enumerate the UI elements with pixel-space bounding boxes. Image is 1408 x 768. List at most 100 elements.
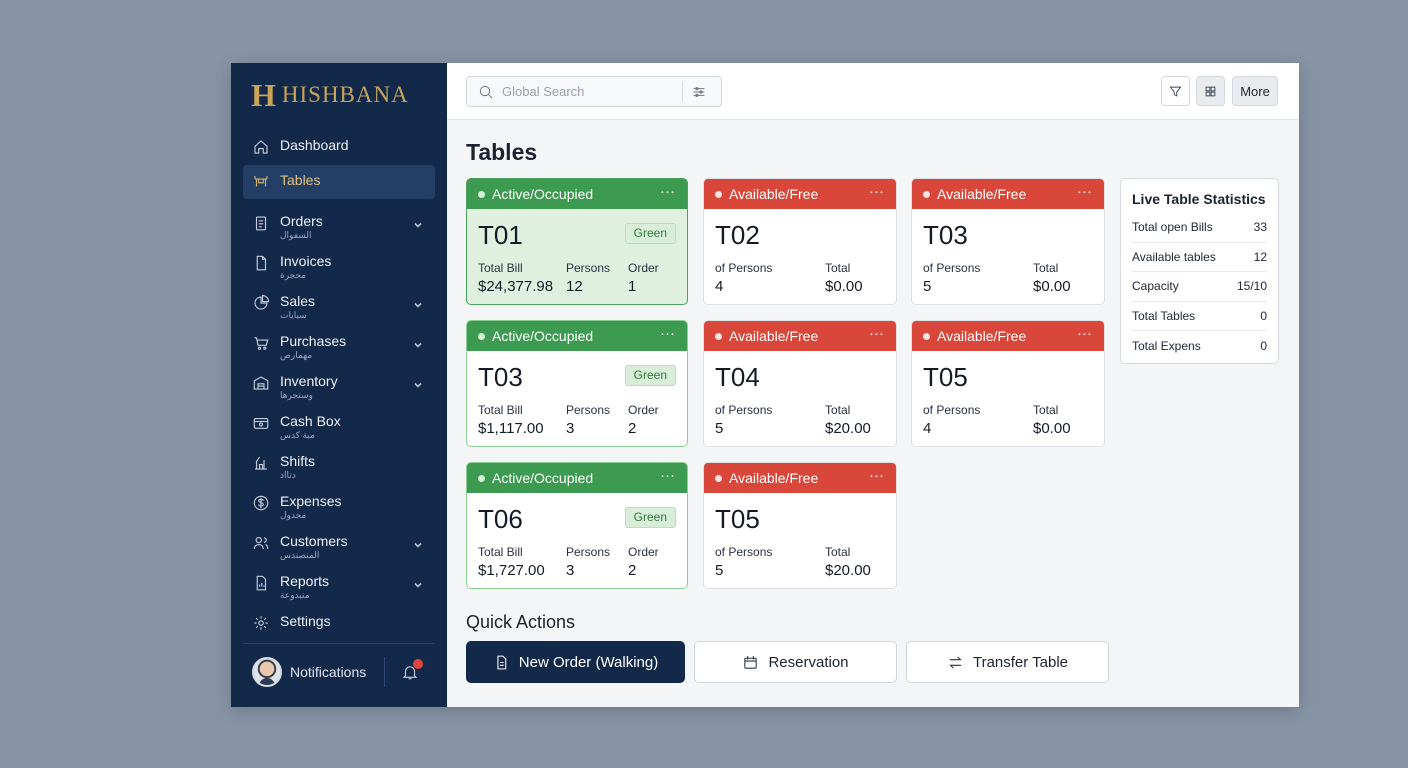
chevron-down-icon[interactable] — [413, 577, 423, 588]
table-card[interactable]: Available/Free ··· T05 of Persons 5 Total $20.… — [703, 462, 897, 589]
grid-view-button[interactable] — [1196, 76, 1225, 106]
stat-value: $1,117.00 — [478, 420, 544, 437]
search-input[interactable] — [502, 84, 682, 99]
chevron-down-icon[interactable] — [413, 537, 423, 548]
table-card[interactable]: Active/Occupied ··· T01 Green Total Bill $24,… — [466, 178, 688, 305]
stat-value: $0.00 — [825, 278, 863, 295]
table-id: T05 — [715, 504, 760, 534]
table-id: T02 — [715, 220, 760, 250]
chevron-down-icon[interactable] — [413, 297, 423, 308]
table-stat: Total $0.00 — [1033, 261, 1071, 297]
table-stat: Total Bill $1,117.00 — [478, 403, 544, 439]
stats-row: Capacity 15/10 — [1132, 272, 1267, 302]
sidebar-item-inventory[interactable]: Inventory وستجرها — [243, 365, 435, 405]
sidebar-item-label: Dashboard — [280, 137, 349, 153]
chevron-down-icon[interactable] — [413, 217, 423, 228]
sidebar-item-label: Orders — [280, 213, 323, 229]
chevron-down-icon[interactable] — [413, 377, 423, 388]
table-status: Available/Free — [729, 470, 819, 486]
chevron-down-icon[interactable] — [413, 337, 423, 348]
table-stat: Total Bill $1,727.00 — [478, 545, 545, 581]
sidebar-item-dashboard[interactable]: Dashboard — [243, 129, 435, 165]
sidebar-item-tables[interactable]: Tables — [243, 165, 435, 199]
sidebar-item-invoices[interactable]: Invoices محجرة — [243, 245, 435, 285]
status-dot — [478, 332, 485, 340]
quick-actions-title: Quick Actions — [466, 612, 576, 632]
stat-value: $20.00 — [825, 420, 871, 437]
table-card[interactable]: Active/Occupied ··· T06 Green Total Bill $1,7… — [466, 462, 688, 589]
stat-label: Total Bill — [478, 403, 523, 417]
stat-value: 3 — [566, 562, 575, 579]
reservation-button[interactable]: Reservation — [694, 641, 897, 683]
sidebar-item-purchases[interactable]: Purchases مهمارص — [243, 325, 435, 365]
stats-value: 33 — [1253, 220, 1267, 235]
table-stat: of Persons 4 — [715, 261, 772, 297]
stat-value: 12 — [566, 278, 583, 295]
filter-button[interactable] — [1161, 76, 1190, 106]
table-card[interactable]: Active/Occupied ··· T03 Green Total Bill $1,1… — [466, 320, 688, 447]
table-id: T01 — [478, 220, 523, 250]
sidebar-item-sublabel: السفوال — [280, 230, 312, 240]
table-card[interactable]: Available/Free ··· T05 of Persons 4 Total $0.0… — [911, 320, 1105, 447]
stat-label: of Persons — [923, 403, 981, 417]
stats-row: Total open Bills 33 — [1132, 213, 1267, 243]
page-title: Tables — [466, 139, 538, 165]
sidebar-item-cash-box[interactable]: Cash Box مبة كدس — [243, 405, 435, 445]
sidebar-item-orders[interactable]: Orders السفوال — [243, 205, 435, 245]
sidebar-item-reports[interactable]: Reports منبدوعة — [243, 565, 435, 605]
table-stat: Order 1 — [628, 261, 659, 297]
status-dot — [715, 332, 722, 340]
table-stat: Total $20.00 — [825, 403, 871, 439]
sidebar-item-sales[interactable]: Sales سبايات — [243, 285, 435, 325]
sidebar-item-shifts[interactable]: Shifts دتااد — [243, 445, 435, 485]
sidebar-item-label: Tables — [280, 172, 321, 188]
more-button[interactable]: More — [1232, 76, 1278, 106]
new-order-button[interactable]: New Order (Walking) — [466, 641, 685, 683]
status-dot — [923, 190, 930, 198]
stat-value: 3 — [566, 420, 575, 437]
table-status-header: Available/Free ··· — [704, 179, 896, 209]
table-card[interactable]: Available/Free ··· T04 of Persons 5 Total $20.… — [703, 320, 897, 447]
transfer-table-button[interactable]: Transfer Table — [906, 641, 1109, 683]
table-stat: Total $0.00 — [1033, 403, 1071, 439]
more-options-icon[interactable]: ··· — [660, 183, 675, 200]
sidebar-item-expenses[interactable]: Expenses محدول — [243, 485, 435, 525]
report-icon — [252, 574, 270, 592]
sidebar-item-label: Reports — [280, 573, 330, 589]
stat-label: of Persons — [923, 261, 981, 275]
orders-icon — [252, 214, 270, 232]
more-options-icon[interactable]: ··· — [1077, 183, 1092, 200]
stat-value: $0.00 — [1033, 278, 1071, 295]
sidebar-item-label: Inventory — [280, 373, 338, 389]
more-options-icon[interactable]: ··· — [660, 325, 675, 342]
shifts-icon — [252, 454, 270, 472]
sidebar-item-customers[interactable]: Customers المنصندس — [243, 525, 435, 565]
more-options-icon[interactable]: ··· — [1077, 325, 1092, 342]
stat-value: $1,727.00 — [478, 562, 545, 579]
table-id: T03 — [478, 362, 523, 392]
sidebar-item-settings[interactable]: Settings — [243, 605, 435, 645]
status-dot — [715, 474, 722, 482]
main-content: More Tables Active/Occupied ··· T01 Green To… — [447, 63, 1299, 707]
sidebar-item-sublabel: وستجرها — [280, 390, 313, 400]
more-options-icon[interactable]: ··· — [660, 467, 675, 484]
notifications-label[interactable]: Notifications — [290, 663, 367, 680]
table-card[interactable]: Available/Free ··· T02 of Persons 4 Total $0.0… — [703, 178, 897, 305]
more-options-icon[interactable]: ··· — [869, 183, 884, 200]
status-dot — [715, 190, 722, 198]
new-order-label: New Order (Walking) — [518, 653, 659, 671]
more-options-icon[interactable]: ··· — [869, 467, 884, 484]
sidebar-item-label: Shifts — [280, 453, 316, 469]
stat-label: Persons — [566, 403, 611, 417]
table-status-header: Available/Free ··· — [912, 179, 1104, 209]
more-options-icon[interactable]: ··· — [869, 325, 884, 342]
table-stat: of Persons 5 — [923, 261, 980, 297]
bell-icon[interactable] — [401, 658, 424, 681]
live-stats-panel: Live Table Statistics Total open Bills 33… — [1120, 178, 1279, 364]
sliders-icon[interactable] — [691, 84, 707, 100]
table-card[interactable]: Available/Free ··· T03 of Persons 5 Total $0.0… — [911, 178, 1105, 305]
sidebar-item-sublabel: محدول — [280, 510, 307, 520]
stat-value: $20.00 — [825, 562, 871, 579]
avatar[interactable] — [252, 656, 282, 687]
table-id: T06 — [478, 504, 523, 534]
